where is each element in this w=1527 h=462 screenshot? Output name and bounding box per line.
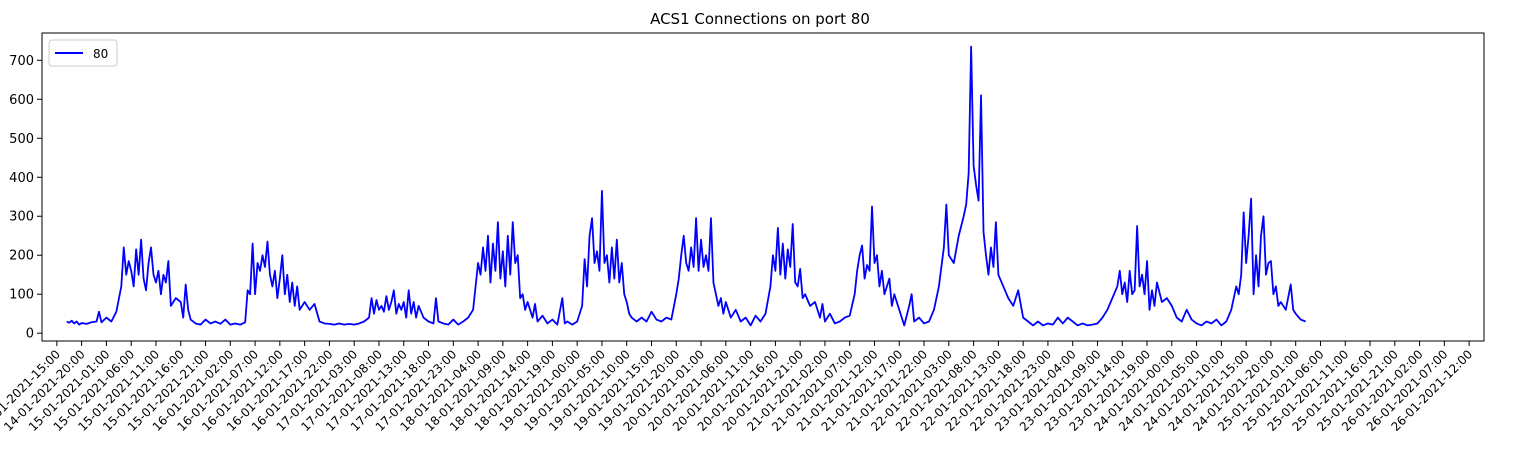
y-tick-label: 0: [26, 327, 34, 342]
y-tick-label: 400: [9, 171, 34, 186]
y-tick-label: 700: [9, 54, 34, 69]
plot-area-frame: [41, 32, 1485, 342]
y-tick-label: 200: [9, 249, 34, 264]
legend-series-label: 80: [93, 47, 108, 61]
legend: 80: [48, 39, 118, 67]
y-tick-label: 600: [9, 93, 34, 108]
y-tick-label: 300: [9, 210, 34, 225]
series-line-80: [66, 45, 1306, 327]
chart-title: ACS1 Connections on port 80: [650, 10, 870, 28]
y-tick-label: 500: [9, 132, 34, 147]
y-tick-label: 100: [9, 288, 34, 303]
